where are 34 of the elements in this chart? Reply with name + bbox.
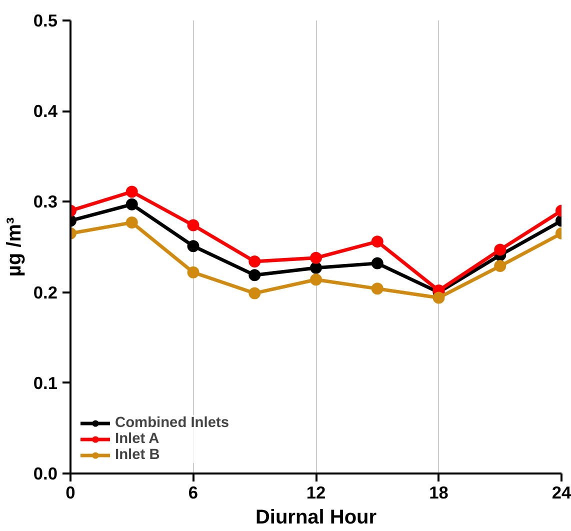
point (494, 244, 506, 256)
y-tick-label: 0.0 (33, 464, 58, 484)
point (187, 240, 200, 252)
legend-label: Combined Inlets (115, 415, 230, 431)
point (494, 260, 506, 272)
legend-label: Inlet B (115, 447, 160, 463)
x-tick-label: 12 (306, 482, 326, 502)
y-tick-label: 0.1 (33, 372, 58, 393)
x-axis-title: Diurnal Hour (255, 506, 377, 528)
point (248, 269, 261, 282)
point (371, 236, 384, 248)
point (248, 287, 261, 300)
point (126, 186, 138, 198)
point (126, 216, 138, 229)
x-tick-label: 0 (66, 482, 76, 502)
y-tick-label: 0.4 (33, 101, 58, 122)
y-axis-title: µg /m³ (3, 217, 26, 277)
x-tick-label: 18 (429, 482, 449, 502)
point (248, 256, 261, 268)
point (310, 252, 322, 264)
point (371, 282, 384, 295)
point (187, 219, 200, 232)
y-tick-label: 0.2 (33, 282, 58, 302)
point (126, 198, 138, 210)
point (310, 262, 322, 274)
x-tick-label: 6 (188, 482, 198, 502)
point (432, 292, 445, 304)
legend-label: Inlet A (115, 431, 160, 447)
y-tick-label: 0.5 (33, 10, 58, 30)
point (371, 257, 384, 270)
point (187, 266, 200, 278)
y-tick-label: 0.3 (33, 192, 58, 212)
point (310, 274, 322, 286)
x-tick-label: 24 (552, 482, 571, 502)
